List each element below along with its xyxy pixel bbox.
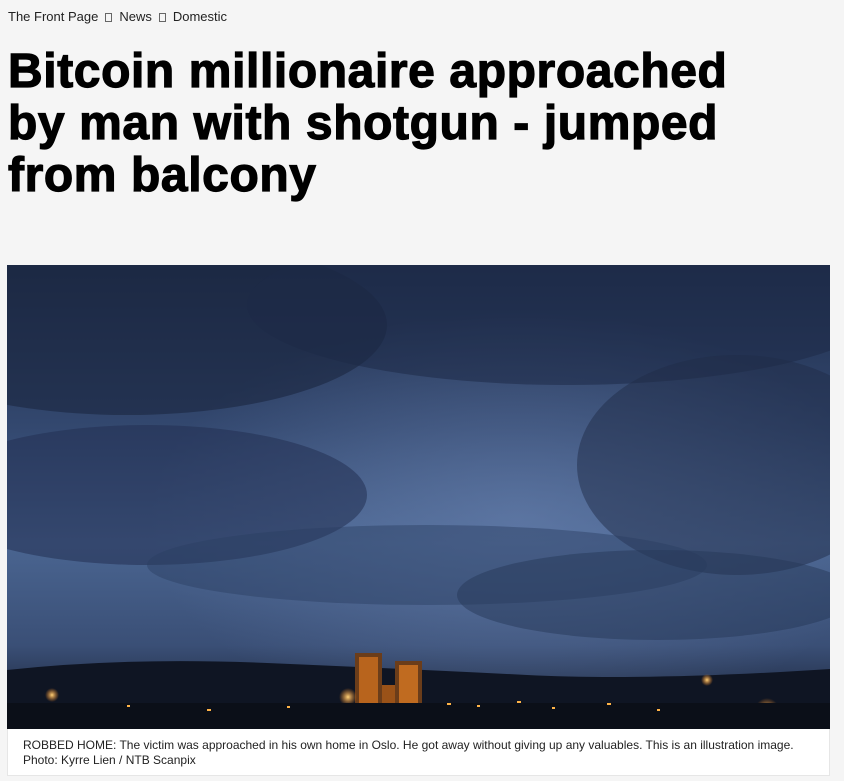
photo-caption: ROBBED HOME: The victim was approached i… <box>7 729 830 776</box>
article-headline: Bitcoin millionaire approached by man wi… <box>7 45 728 202</box>
separator-icon <box>105 12 113 22</box>
breadcrumb-domestic[interactable]: Domestic <box>172 9 228 24</box>
breadcrumb-front-page[interactable]: The Front Page <box>8 9 99 24</box>
article-figure: ROBBED HOME: The victim was approached i… <box>7 265 830 776</box>
breadcrumb: The Front Page News Domestic <box>8 9 227 25</box>
article-photo[interactable] <box>7 265 830 729</box>
separator-icon <box>158 12 166 22</box>
breadcrumb-news[interactable]: News <box>119 9 152 24</box>
